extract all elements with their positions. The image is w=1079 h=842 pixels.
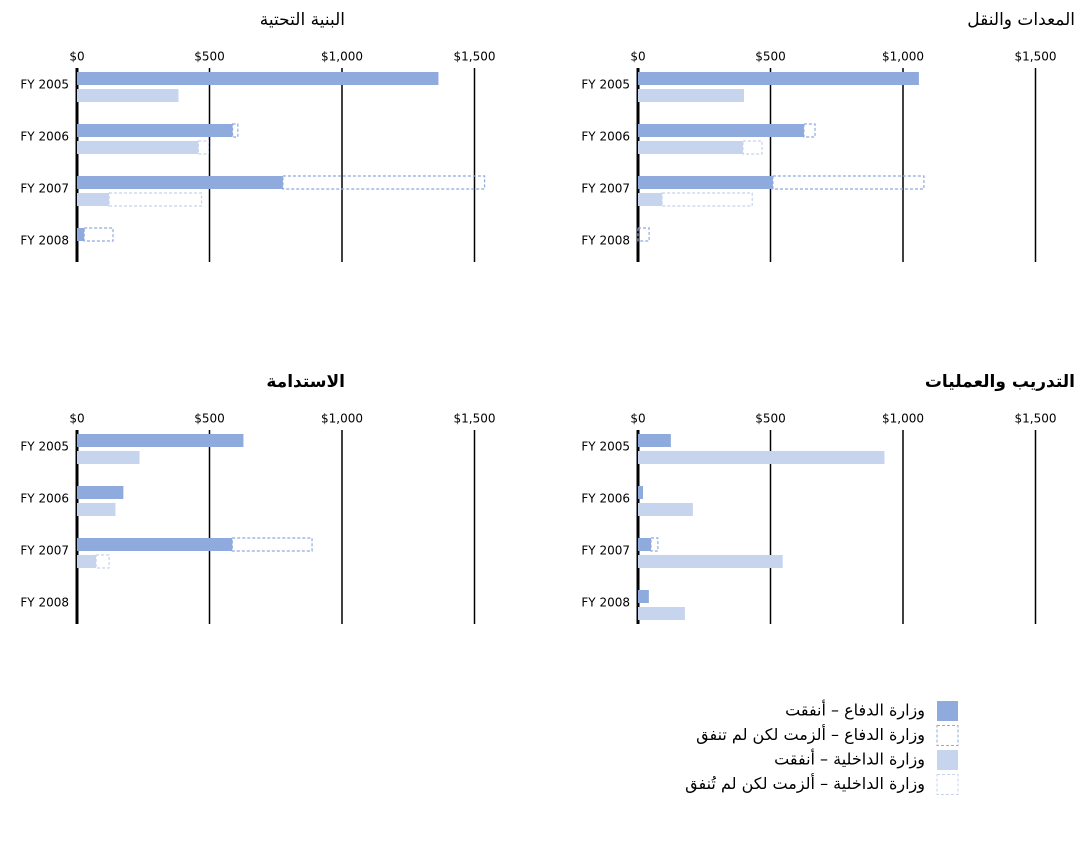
bar <box>638 176 773 189</box>
bar <box>638 193 663 206</box>
bar <box>638 451 885 464</box>
category-label: FY 2005 <box>581 78 630 92</box>
bar <box>803 123 816 138</box>
x-tick-label: $500 <box>755 50 786 64</box>
bar <box>77 141 199 154</box>
bar <box>77 503 116 516</box>
x-tick-label: $0 <box>630 50 645 64</box>
category-label: FY 2005 <box>20 78 69 92</box>
legend-swatch <box>937 701 958 721</box>
category-label: FY 2005 <box>20 440 69 454</box>
category-label: FY 2006 <box>581 130 630 144</box>
category-label: FY 2005 <box>581 440 630 454</box>
bar <box>77 193 110 206</box>
bar <box>77 228 85 241</box>
bar <box>772 175 925 190</box>
bar <box>77 124 233 137</box>
x-tick-label: $0 <box>69 412 84 426</box>
bar <box>77 434 244 447</box>
x-tick-label: $0 <box>630 412 645 426</box>
bar <box>637 227 650 242</box>
x-tick-label: $500 <box>194 412 225 426</box>
category-label: FY 2006 <box>20 492 69 506</box>
bar <box>638 72 919 85</box>
bar <box>638 607 685 620</box>
x-tick-label: $1,000 <box>882 412 924 426</box>
x-tick-label: $1,500 <box>1015 50 1057 64</box>
bar <box>742 140 763 155</box>
bar <box>638 89 744 102</box>
bar <box>231 123 239 138</box>
x-tick-label: $1,000 <box>321 50 363 64</box>
category-label: FY 2008 <box>581 596 630 610</box>
legend-swatch <box>936 774 959 795</box>
legend-label: وزارة الدفاع – أنفقت <box>785 700 925 721</box>
x-tick-label: $1,500 <box>1015 412 1057 426</box>
panel-title: الاستدامة <box>266 372 345 392</box>
category-label: FY 2006 <box>581 492 630 506</box>
x-tick-label: $1,000 <box>321 412 363 426</box>
category-label: FY 2007 <box>581 544 630 558</box>
x-tick-label: $1,000 <box>882 50 924 64</box>
x-tick-label: $1,500 <box>454 50 496 64</box>
bar <box>661 192 753 207</box>
bar <box>77 538 233 551</box>
category-label: FY 2007 <box>20 544 69 558</box>
bar <box>638 555 783 568</box>
bar <box>638 503 693 516</box>
x-tick-label: $0 <box>69 50 84 64</box>
bar <box>638 434 671 447</box>
bar <box>638 486 644 499</box>
panel-title: المعدات والنقل <box>967 10 1075 30</box>
bar <box>83 227 114 242</box>
bar <box>77 451 140 464</box>
panel-title: التدريب والعمليات <box>925 372 1075 392</box>
category-label: FY 2008 <box>20 596 69 610</box>
bar <box>77 486 124 499</box>
legend-label: وزارة الداخلية – أنفقت <box>774 749 925 770</box>
bar <box>77 72 439 85</box>
bar <box>77 176 283 189</box>
bar <box>95 554 110 569</box>
bar <box>231 537 313 552</box>
category-label: FY 2008 <box>581 234 630 248</box>
legend-label: وزارة الدفاع – ألزمت لكن لم تنفق <box>696 724 925 745</box>
bar <box>282 175 486 190</box>
bar <box>638 538 651 551</box>
bar <box>638 124 804 137</box>
category-label: FY 2007 <box>581 182 630 196</box>
legend-label: وزارة الداخلية – ألزمت لكن لم تُنفق <box>685 773 925 794</box>
bar <box>77 89 179 102</box>
bar <box>197 140 210 155</box>
legend-swatch <box>936 725 959 746</box>
bar <box>638 590 649 603</box>
bar <box>650 537 659 552</box>
legend-swatch <box>937 750 958 770</box>
category-label: FY 2006 <box>20 130 69 144</box>
bar <box>638 141 743 154</box>
x-tick-label: $500 <box>194 50 225 64</box>
category-label: FY 2007 <box>20 182 69 196</box>
panel-title: البنية التحتية <box>260 10 345 30</box>
bar <box>77 555 97 568</box>
category-label: FY 2008 <box>20 234 69 248</box>
bar <box>108 192 203 207</box>
x-tick-label: $1,500 <box>454 412 496 426</box>
x-tick-label: $500 <box>755 412 786 426</box>
